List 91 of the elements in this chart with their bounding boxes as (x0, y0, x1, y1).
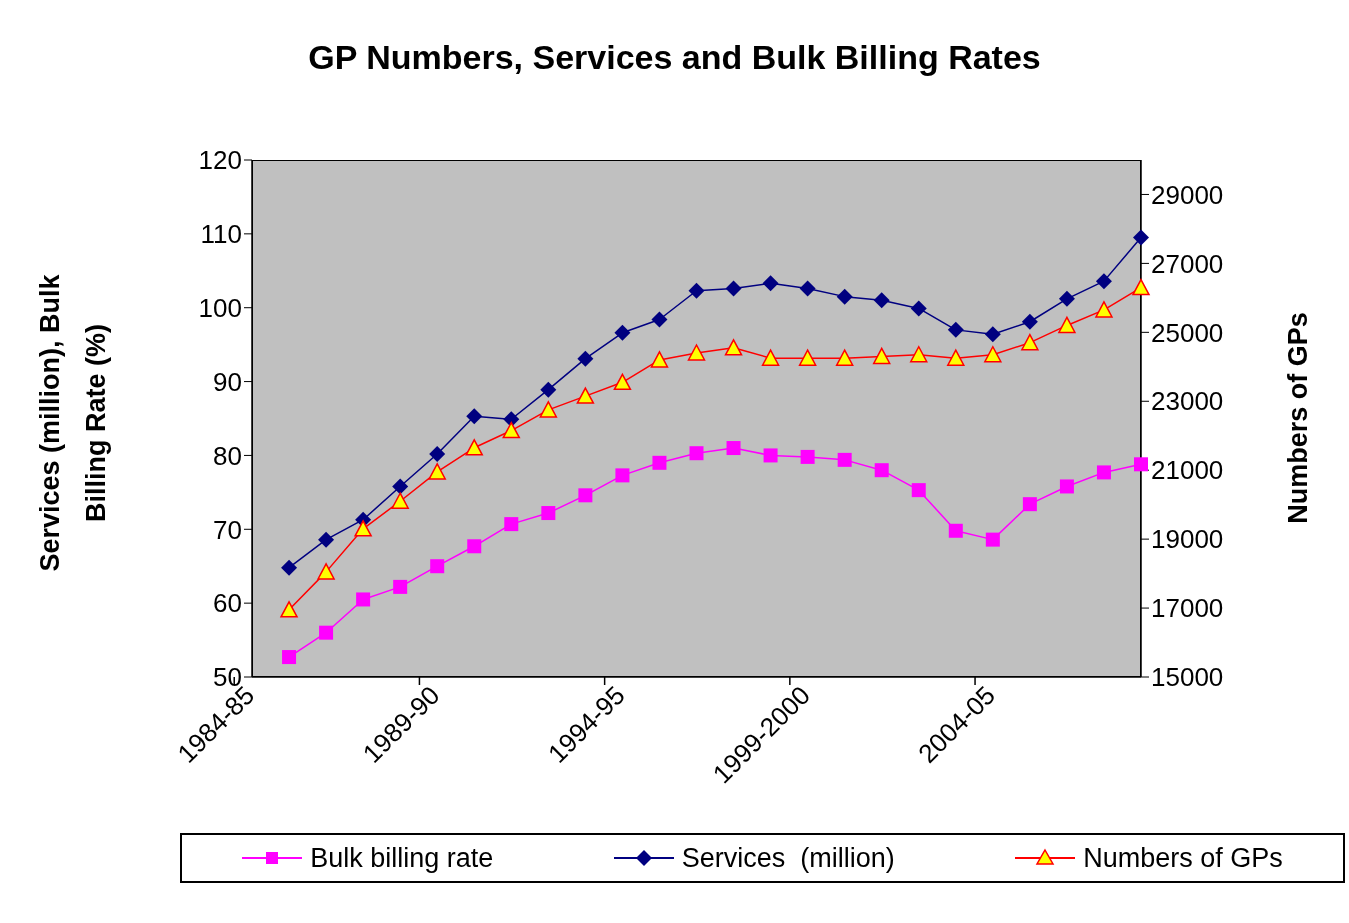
point (539, 401, 558, 418)
y2-tick-label: 21000 (1151, 455, 1224, 486)
point (428, 463, 446, 480)
point (984, 345, 1002, 363)
point (578, 488, 593, 503)
point (282, 650, 297, 665)
legend-label: Services (million) (681, 842, 895, 874)
point (614, 324, 631, 341)
point (910, 300, 927, 317)
point (577, 350, 594, 367)
point (910, 345, 928, 363)
point (800, 449, 815, 464)
y-tick-label: 110 (200, 219, 242, 250)
point (613, 373, 632, 391)
point (467, 539, 482, 554)
point (317, 563, 335, 580)
point (650, 351, 669, 368)
point (726, 441, 741, 456)
point (947, 321, 964, 338)
y-tick-label: 60 (213, 588, 242, 619)
point (724, 339, 743, 356)
point (1095, 273, 1112, 290)
point (465, 439, 483, 456)
y-tick-label: 100 (198, 292, 242, 323)
point (687, 344, 706, 361)
point (872, 347, 891, 365)
point (652, 455, 667, 470)
y-tick-label: 80 (213, 440, 242, 471)
point (688, 282, 705, 299)
y2-tick-label: 27000 (1151, 248, 1224, 279)
point (761, 349, 780, 366)
point (651, 311, 668, 328)
point (762, 275, 779, 292)
point (354, 520, 372, 537)
y-tick-label: 70 (213, 514, 242, 545)
point (1134, 457, 1148, 472)
y2-tick-label: 17000 (1151, 593, 1224, 624)
point (874, 463, 889, 478)
point (466, 408, 483, 425)
point (947, 349, 965, 366)
point (725, 280, 742, 297)
point (281, 559, 298, 576)
y2-tick-label: 19000 (1151, 524, 1224, 555)
point (502, 421, 521, 439)
point (763, 448, 778, 463)
point (873, 292, 890, 309)
point (541, 506, 556, 521)
point (576, 387, 595, 404)
y-tick-label: 120 (198, 145, 242, 176)
y-tick-label: 90 (213, 366, 242, 397)
point (392, 478, 409, 495)
legend-label: Numbers of GPs (1083, 842, 1283, 874)
y2-axis-title: Numbers of GPs (1282, 311, 1314, 526)
chart-title: GP Numbers, Services and Bulk Billing Rates (307, 38, 1042, 77)
point (985, 532, 1000, 547)
point (1022, 497, 1037, 512)
point (1133, 229, 1149, 246)
point (1132, 278, 1150, 296)
point (835, 349, 854, 366)
point (984, 326, 1001, 343)
y-axis-title: Services (million), Bulk Billing Rate (%) (34, 273, 112, 574)
point (1058, 290, 1075, 307)
point (799, 280, 816, 297)
point (1021, 313, 1038, 330)
point (393, 579, 408, 594)
legend-label: Bulk billing rate (310, 842, 494, 874)
point (280, 601, 298, 618)
point (1021, 333, 1039, 351)
point (391, 492, 409, 509)
point (430, 559, 445, 574)
point (1096, 465, 1111, 480)
point (504, 517, 519, 532)
point (319, 625, 334, 640)
point (911, 483, 926, 498)
y2-tick-label: 15000 (1151, 662, 1224, 693)
point (1059, 479, 1074, 494)
point (1058, 316, 1076, 334)
point (948, 523, 963, 538)
point (1095, 301, 1113, 318)
point (615, 468, 630, 483)
point (836, 288, 853, 305)
y2-tick-label: 23000 (1151, 386, 1224, 417)
point (540, 381, 557, 398)
point (318, 531, 335, 548)
point (689, 446, 704, 461)
point (356, 592, 371, 607)
point (429, 445, 446, 462)
point (837, 452, 852, 467)
y2-tick-label: 29000 (1151, 179, 1224, 210)
y2-tick-label: 25000 (1151, 317, 1224, 348)
point (798, 349, 817, 366)
